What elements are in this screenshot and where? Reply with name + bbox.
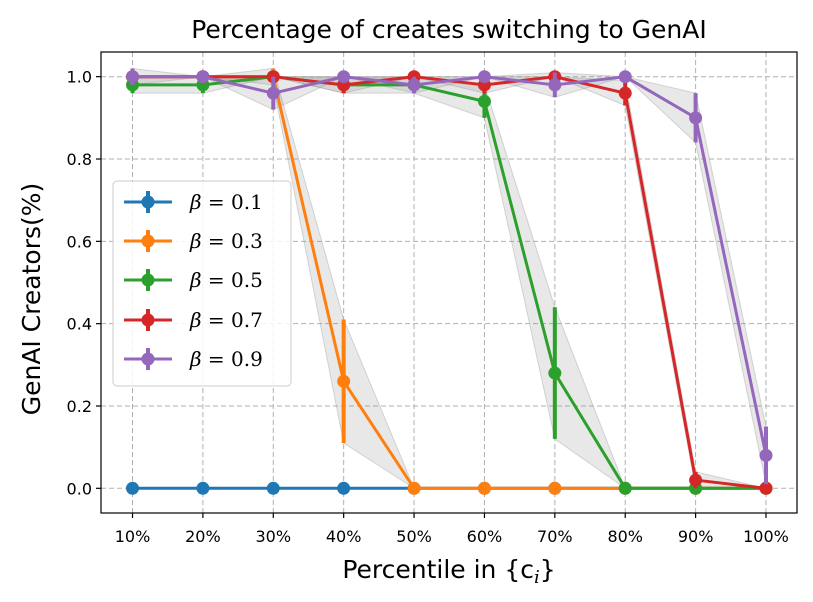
y-tick-label: 0.8 — [67, 150, 92, 169]
data-point — [548, 78, 562, 92]
x-tick-label: 50% — [396, 527, 432, 546]
plot-frame — [100, 51, 798, 514]
x-tick-label: 80% — [607, 527, 643, 546]
x-tick-label: 10% — [115, 527, 151, 546]
legend-label: β = 0.5 — [189, 268, 263, 292]
data-point — [618, 86, 632, 100]
data-point — [196, 70, 210, 84]
data-point — [337, 374, 351, 388]
x-tick-labels: 10% 20% 30% 40% 50% 60% 70% 80% 90% 100% — [115, 527, 789, 546]
y-tick-label: 1.0 — [67, 68, 92, 87]
legend-label-value: = 0.3 — [202, 229, 263, 253]
data-point — [407, 78, 421, 92]
data-point — [477, 94, 491, 108]
legend-label: β = 0.9 — [189, 347, 263, 371]
series-line — [132, 75, 768, 456]
data-point — [759, 481, 773, 495]
data-point — [126, 481, 139, 495]
legend-label-value: = 0.7 — [202, 308, 263, 332]
legend-label-greek: β — [189, 190, 202, 214]
y-tick-labels: 0.0 0.2 0.4 0.6 0.8 1.0 — [67, 68, 92, 499]
data-point — [548, 481, 562, 495]
legend-label: β = 0.3 — [189, 229, 263, 253]
legend-entry: β = 0.3 — [124, 229, 263, 253]
legend-entry: β = 0.7 — [124, 308, 263, 332]
legend-entry: β = 0.5 — [124, 268, 263, 292]
legend-label-value: = 0.1 — [202, 190, 263, 214]
legend: β = 0.1 β = 0.3 β = 0.5 β = 0.7 β = 0.9 — [112, 180, 292, 387]
y-tick-label: 0.2 — [67, 397, 92, 416]
y-tick-label: 0.4 — [67, 315, 92, 334]
legend-label-greek: β — [189, 268, 202, 292]
data-point — [407, 481, 421, 495]
chart-title: Percentage of creates switching to GenAI — [191, 15, 707, 44]
x-tick-label: 90% — [678, 527, 714, 546]
series-layer — [126, 68, 773, 495]
x-tick-label: 30% — [255, 527, 291, 546]
data-point — [618, 70, 632, 84]
legend-marker — [141, 273, 155, 287]
y-axis-label: GenAI Creators(%) — [17, 183, 46, 416]
data-point — [337, 481, 351, 495]
data-point — [548, 366, 562, 380]
legend-entry: β = 0.9 — [124, 347, 263, 371]
legend-marker — [141, 352, 155, 366]
axes — [96, 51, 798, 518]
data-point — [337, 70, 351, 84]
x-tick-label: 60% — [467, 527, 503, 546]
legend-label: β = 0.1 — [189, 190, 263, 214]
x-axis-label: Percentile in {ci} — [342, 555, 555, 588]
x-axis-label-subscript: i — [534, 567, 540, 588]
y-tick-label: 0.6 — [67, 232, 92, 251]
x-tick-label: 40% — [326, 527, 362, 546]
data-point — [689, 473, 703, 487]
data-point — [196, 481, 210, 495]
data-point — [759, 448, 773, 462]
data-point — [618, 481, 632, 495]
legend-label: β = 0.7 — [189, 308, 263, 332]
legend-box — [112, 180, 292, 387]
legend-marker — [141, 195, 155, 209]
legend-marker — [141, 313, 155, 327]
x-tick-label: 70% — [537, 527, 573, 546]
series — [126, 68, 773, 485]
data-point — [477, 481, 491, 495]
legend-label-greek: β — [189, 229, 202, 253]
x-axis-label-end: } — [540, 555, 556, 584]
data-point — [689, 111, 703, 125]
legend-label-greek: β — [189, 308, 202, 332]
data-point — [477, 70, 491, 84]
data-point — [126, 70, 139, 84]
data-point — [266, 86, 280, 100]
legend-entry: β = 0.1 — [124, 190, 263, 214]
legend-label-value: = 0.5 — [202, 268, 263, 292]
legend-marker — [141, 234, 155, 248]
x-axis-label-main: Percentile in {c — [342, 555, 534, 584]
x-tick-label: 100% — [743, 527, 789, 546]
legend-label-greek: β — [189, 347, 202, 371]
series-line — [132, 75, 766, 490]
data-point — [266, 481, 280, 495]
legend-label-value: = 0.9 — [202, 347, 263, 371]
y-tick-label: 0.0 — [67, 479, 92, 498]
x-tick-label: 20% — [185, 527, 221, 546]
